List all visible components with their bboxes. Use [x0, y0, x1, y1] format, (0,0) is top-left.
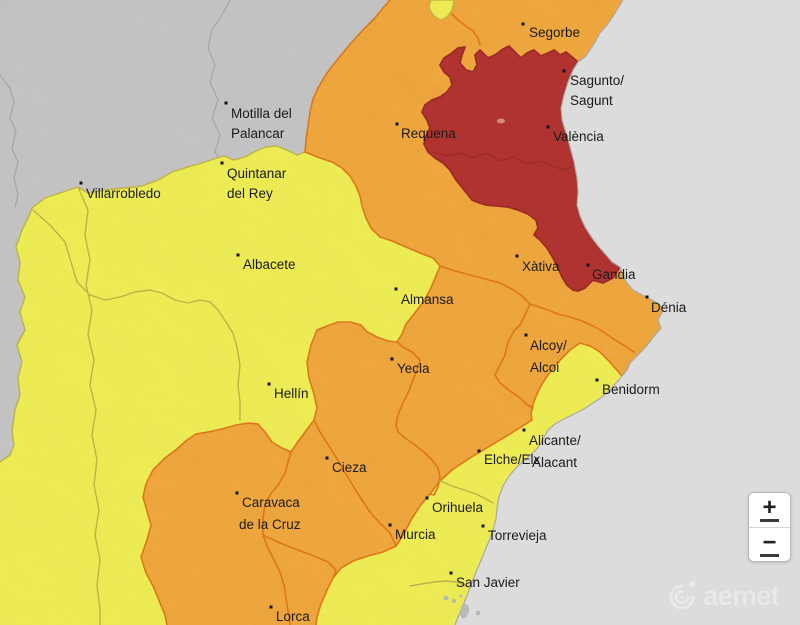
city-label: Hellín [274, 386, 309, 401]
city-dot [477, 449, 481, 453]
city-dot [224, 101, 228, 105]
city-label: Quintanar [227, 166, 287, 181]
city-dot [269, 605, 273, 609]
city-label: Cieza [332, 460, 367, 475]
city-label: Sagunt [570, 93, 613, 108]
city-label: Motilla del [231, 106, 292, 121]
city-label: Alcoi [530, 360, 559, 375]
minus-icon: − [760, 528, 779, 557]
city-dot [267, 382, 271, 386]
city-dot [79, 181, 83, 185]
zoom-out-button[interactable]: − [749, 527, 790, 561]
city-label: Orihuela [432, 500, 484, 515]
city-label: Almansa [401, 292, 454, 307]
city-dot [394, 287, 398, 291]
sea [455, 0, 800, 625]
city-label: Benidorm [602, 382, 660, 397]
city-label: Xàtiva [522, 259, 560, 274]
city-label: Alcoy/ [530, 338, 567, 353]
city-label: del Rey [227, 186, 273, 201]
city-label: Alacant [532, 455, 577, 470]
city-label: Torrevieja [488, 528, 547, 543]
city-dot [325, 456, 329, 460]
city-dot [521, 22, 525, 26]
city-label: València [553, 129, 604, 144]
city-dot [388, 523, 392, 527]
city-dot [586, 263, 590, 267]
city-label: Segorbe [529, 25, 580, 40]
city-label: Alicante/ [529, 433, 581, 448]
city-dot [449, 571, 453, 575]
city-dot [645, 295, 649, 299]
city-label: San Javier [456, 575, 520, 590]
city-dot [220, 161, 224, 165]
city-dot [235, 491, 239, 495]
city-dot [562, 69, 566, 73]
city-dot [522, 428, 526, 432]
city-label: Gandia [592, 267, 636, 282]
city-dot [524, 333, 528, 337]
city-label: Dénia [651, 300, 687, 315]
city-dot [515, 254, 519, 258]
zoom-control: + − [748, 492, 791, 562]
city-label: Albacete [243, 257, 296, 272]
city-label: Caravaca [242, 495, 300, 510]
city-dot [390, 357, 394, 361]
zoom-in-button[interactable]: + [749, 493, 790, 527]
city-label: de la Cruz [239, 517, 301, 532]
city-label: Elche/Elx [484, 452, 541, 467]
city-dot [595, 378, 599, 382]
city-dot [236, 253, 240, 257]
city-labels-layer: Segorbe Sagunto/Sagunt València Requena Moti… [79, 22, 687, 624]
city-label: Villarrobledo [86, 186, 161, 201]
city-dot [425, 496, 429, 500]
city-label: Palancar [231, 126, 285, 141]
city-dot [395, 122, 399, 126]
city-label: Murcia [395, 527, 436, 542]
islet [475, 610, 481, 616]
city-dot [481, 524, 485, 528]
plus-icon: + [760, 494, 779, 522]
city-label: Yecla [397, 361, 430, 376]
city-label: Lorca [276, 609, 310, 624]
city-dot [546, 125, 550, 129]
city-label: Sagunto/ [570, 73, 624, 88]
city-label: Requena [401, 126, 456, 141]
